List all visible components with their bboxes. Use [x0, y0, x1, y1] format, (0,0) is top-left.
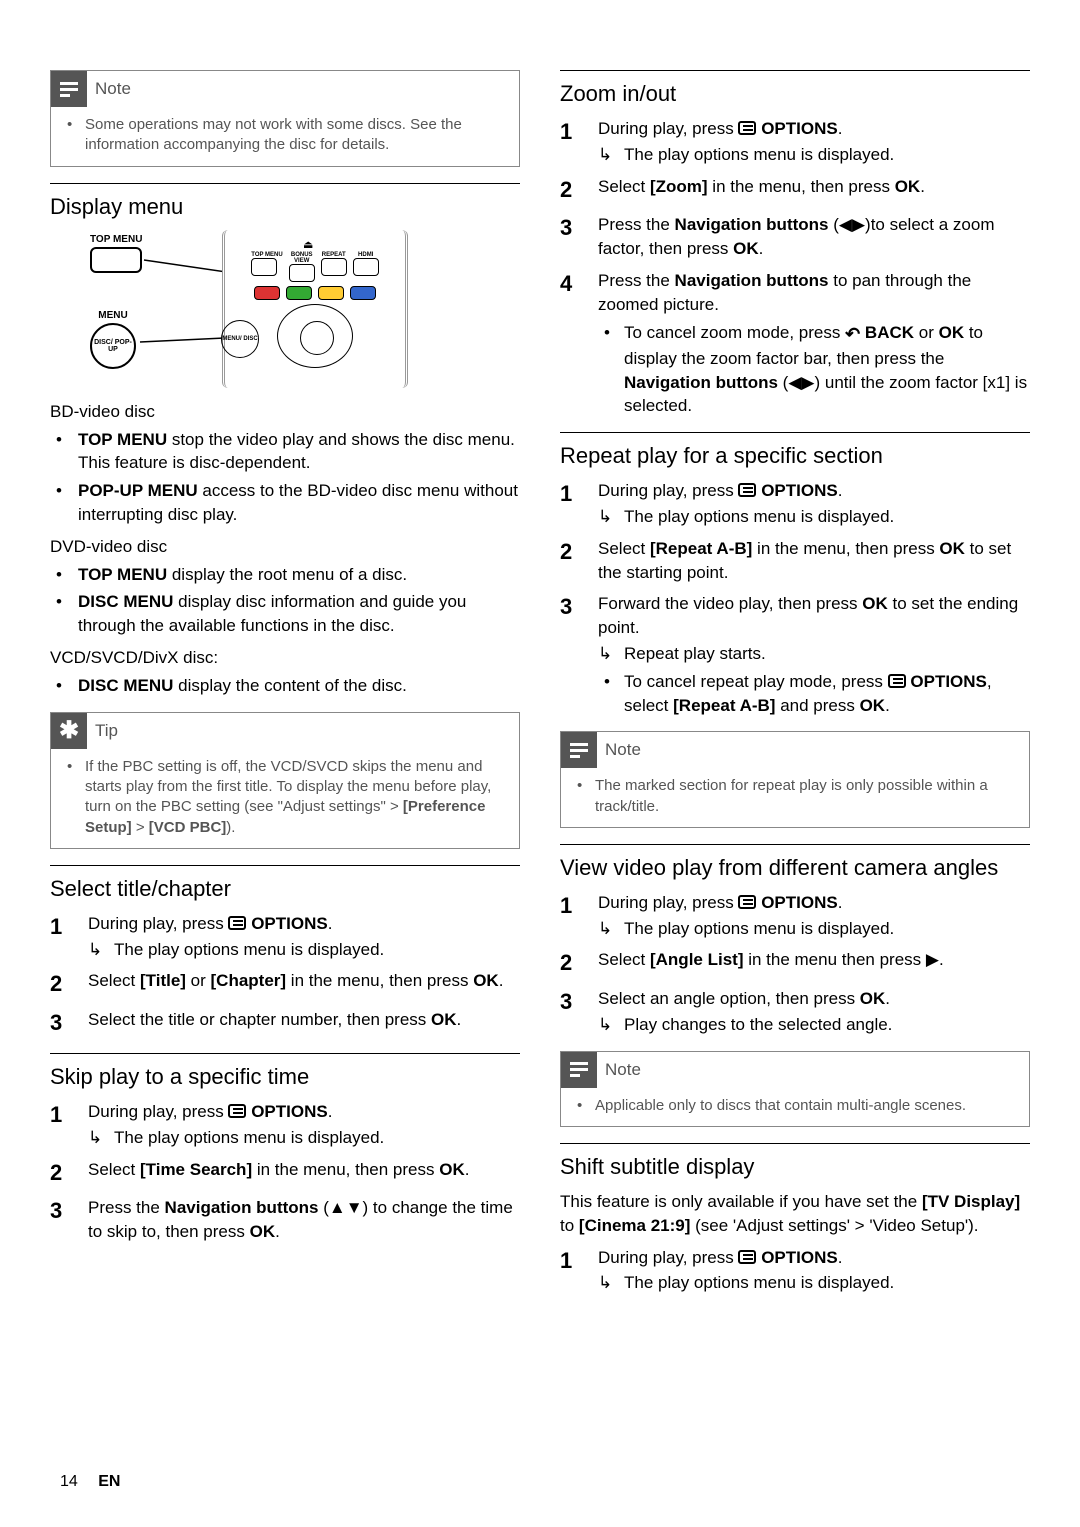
options-icon [228, 916, 246, 930]
tip-icon: ✱ [51, 713, 87, 749]
page-number: 14 [60, 1473, 78, 1490]
options-icon [738, 121, 756, 135]
angles-steps: 1During play, press OPTIONS. The play op… [560, 891, 1030, 1037]
tip-box: ✱ Tip If the PBC setting is off, the VCD… [50, 712, 520, 849]
options-icon [738, 1250, 756, 1264]
note-icon [51, 71, 87, 107]
options-icon [738, 895, 756, 909]
options-icon [738, 483, 756, 497]
page-footer: 14 EN [60, 1473, 120, 1491]
note-box-operations: Note Some operations may not work with s… [50, 70, 520, 167]
note-text: Some operations may not work with some d… [65, 115, 505, 156]
note-label: Note [605, 1060, 641, 1080]
repeat-steps: 1During play, press OPTIONS. The play op… [560, 479, 1030, 717]
heading-skip-play: Skip play to a specific time [50, 1064, 520, 1090]
subhead-dvd: DVD-video disc [50, 537, 520, 557]
heading-select-title: Select title/chapter [50, 876, 520, 902]
page-lang: EN [98, 1473, 120, 1490]
skip-play-steps: 1During play, press OPTIONS. The play op… [50, 1100, 520, 1244]
options-icon [888, 674, 906, 688]
heading-subtitle: Shift subtitle display [560, 1154, 1030, 1180]
zoom-steps: 1During play, press OPTIONS. The play op… [560, 117, 1030, 418]
back-icon [845, 322, 860, 347]
subhead-bd: BD-video disc [50, 402, 520, 422]
note-box-repeat: Note The marked section for repeat play … [560, 731, 1030, 828]
heading-angles: View video play from different camera an… [560, 855, 1030, 881]
note-text: The marked section for repeat play is on… [575, 776, 1015, 817]
remote-diagram: TOP MENU MENU DISC/ POP-UP ⏏ TOP MENU BO… [90, 230, 410, 390]
bd-list: TOP MENU stop the video play and shows t… [50, 428, 520, 527]
options-icon [228, 1104, 246, 1118]
heading-display-menu: Display menu [50, 194, 520, 220]
heading-repeat: Repeat play for a specific section [560, 443, 1030, 469]
select-title-steps: 1During play, press OPTIONS. The play op… [50, 912, 520, 1039]
dvd-list: TOP MENU display the root menu of a disc… [50, 563, 520, 638]
note-icon [561, 1052, 597, 1088]
tip-text: If the PBC setting is off, the VCD/SVCD … [65, 757, 505, 838]
tip-label: Tip [95, 721, 118, 741]
heading-zoom: Zoom in/out [560, 81, 1030, 107]
subhead-vcd: VCD/SVCD/DivX disc: [50, 648, 520, 668]
vcd-list: DISC MENU display the content of the dis… [50, 674, 520, 698]
note-text: Applicable only to discs that contain mu… [575, 1096, 1015, 1116]
subtitle-intro: This feature is only available if you ha… [560, 1190, 1030, 1238]
note-label: Note [95, 79, 131, 99]
note-icon [561, 732, 597, 768]
note-box-angles: Note Applicable only to discs that conta… [560, 1051, 1030, 1127]
subtitle-steps: 1During play, press OPTIONS. The play op… [560, 1246, 1030, 1296]
note-label: Note [605, 740, 641, 760]
label-menu-disc: MENU/ DISC [221, 320, 259, 358]
